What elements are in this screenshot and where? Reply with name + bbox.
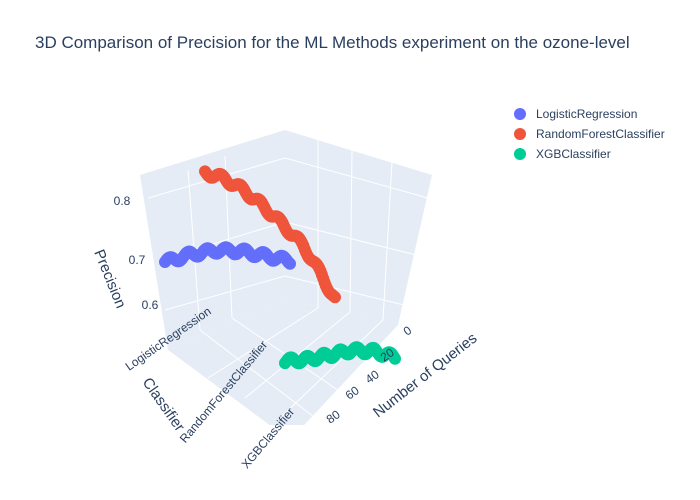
legend-marker bbox=[514, 108, 526, 120]
data-point[interactable] bbox=[329, 291, 341, 304]
grid-line bbox=[199, 329, 319, 421]
grid-line bbox=[349, 149, 353, 313]
x-tick-label: 40 bbox=[363, 367, 382, 386]
data-point[interactable] bbox=[389, 352, 401, 365]
legend-marker bbox=[514, 128, 526, 140]
data-point[interactable] bbox=[284, 257, 296, 270]
y-axis-title: Classifier bbox=[139, 375, 188, 435]
legend-label: RandomForestClassifier bbox=[536, 127, 665, 141]
legend-item[interactable]: RandomForestClassifier bbox=[510, 124, 665, 144]
legend-label: LogisticRegression bbox=[536, 107, 638, 121]
z-tick-label: 0.7 bbox=[129, 253, 146, 267]
x-tick-label: 80 bbox=[324, 407, 343, 426]
grid-line bbox=[382, 161, 393, 321]
z-axis-title: Precision bbox=[90, 247, 129, 311]
legend-label: XGBClassifier bbox=[536, 147, 611, 161]
legend-item[interactable]: XGBClassifier bbox=[510, 144, 665, 164]
grid-line bbox=[284, 157, 429, 199]
x-axis-title: Number of Queries bbox=[370, 330, 480, 421]
z-tick-label: 0.6 bbox=[142, 298, 159, 312]
grid-line bbox=[207, 307, 319, 379]
grid-line bbox=[279, 319, 384, 419]
grid-line bbox=[164, 275, 286, 311]
x-tick-label: 60 bbox=[343, 383, 362, 402]
legend: LogisticRegression RandomForestClassifie… bbox=[510, 104, 665, 164]
x-tick-label: 0 bbox=[401, 323, 415, 338]
legend-marker bbox=[514, 148, 526, 160]
z-tick-label: 0.8 bbox=[114, 194, 131, 208]
chart-title: 3D Comparison of Precision for the ML Me… bbox=[35, 33, 630, 52]
legend-item[interactable]: LogisticRegression bbox=[510, 104, 665, 124]
wall-left bbox=[140, 130, 285, 350]
